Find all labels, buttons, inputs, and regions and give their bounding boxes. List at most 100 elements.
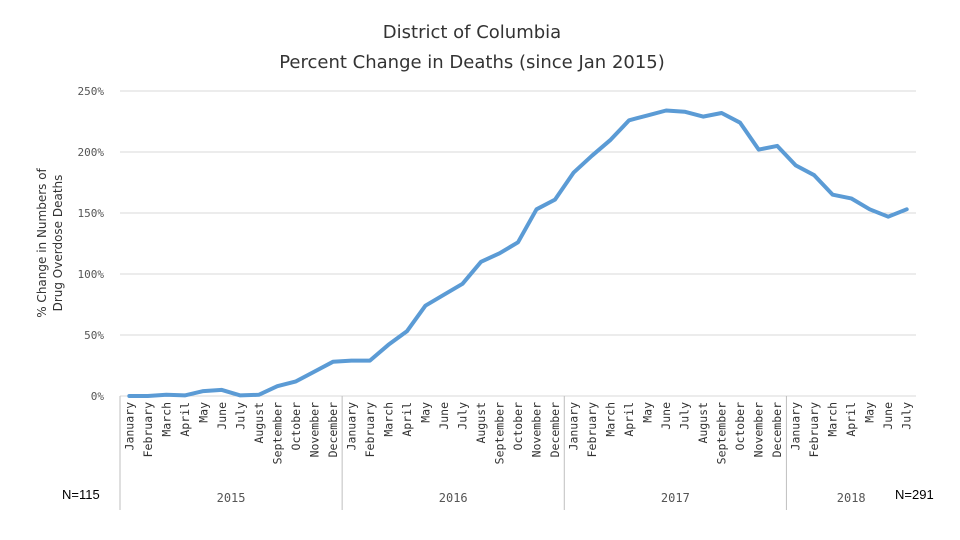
chart-title-line-2: Percent Change in Deaths (since Jan 2015… — [279, 52, 665, 73]
data-point — [702, 115, 705, 118]
x-tick-label: March — [159, 402, 173, 437]
x-tick-label: March — [381, 402, 395, 437]
start-count-annotation: N=115 — [62, 487, 100, 502]
x-tick-label: March — [604, 402, 618, 437]
data-point — [813, 174, 816, 177]
series-line — [127, 108, 909, 398]
data-point — [424, 304, 427, 307]
x-axis-year-labels: 2015 2016 2017 2018 — [217, 491, 866, 505]
data-point — [239, 394, 242, 397]
x-tick-label: July — [233, 402, 247, 430]
x-tick-label: June — [881, 402, 895, 430]
data-point — [165, 393, 168, 396]
data-point — [572, 171, 575, 174]
x-tick-label: November — [752, 402, 766, 457]
y-tick-label: 100% — [78, 268, 105, 281]
data-point — [350, 359, 353, 362]
y-tick-label: 0% — [91, 390, 105, 403]
x-tick-label: February — [585, 402, 599, 457]
data-point — [313, 370, 316, 373]
data-point — [609, 138, 612, 141]
x-tick-label: January — [122, 402, 136, 451]
x-tick-label: June — [215, 402, 229, 430]
x-tick-label: August — [252, 402, 266, 444]
year-label-2016: 2016 — [439, 491, 468, 505]
x-tick-label: April — [178, 402, 192, 437]
x-tick-label: May — [863, 402, 877, 423]
data-point — [868, 208, 871, 211]
x-tick-label: February — [141, 402, 155, 457]
x-tick-label: January — [344, 402, 358, 451]
data-point — [887, 215, 890, 218]
data-point — [202, 390, 205, 393]
x-axis-month-labels: January February March April May June July Augu… — [122, 402, 913, 464]
x-tick-label: September — [270, 402, 284, 464]
data-point — [628, 119, 631, 122]
x-tick-label: August — [696, 402, 710, 444]
data-point — [757, 148, 760, 151]
data-point — [591, 154, 594, 157]
x-tick-label: June — [437, 402, 451, 430]
x-tick-label: May — [641, 402, 655, 423]
x-tick-label: May — [196, 402, 210, 423]
data-point — [665, 109, 668, 112]
x-tick-label: December — [770, 402, 784, 457]
data-point — [387, 343, 390, 346]
year-label-2018: 2018 — [837, 491, 866, 505]
x-tick-label: September — [715, 402, 729, 464]
x-tick-label: July — [900, 402, 914, 430]
data-point — [720, 111, 723, 114]
data-point — [257, 393, 260, 396]
x-tick-label: November — [307, 402, 321, 457]
x-tick-label: February — [807, 402, 821, 457]
x-tick-label: April — [400, 402, 414, 437]
x-tick-label: April — [622, 402, 636, 437]
gridlines — [120, 90, 916, 397]
data-point — [461, 282, 464, 285]
y-tick-label: 200% — [78, 146, 105, 159]
y-axis-title-line-2: Drug Overdose Deaths — [51, 175, 65, 312]
x-tick-label: October — [733, 402, 747, 451]
x-tick-label: November — [530, 402, 544, 457]
data-point — [479, 260, 482, 263]
data-point — [831, 193, 834, 196]
data-point — [739, 121, 742, 124]
data-point — [183, 394, 186, 397]
data-point — [146, 395, 149, 398]
data-point — [368, 359, 371, 362]
y-tick-label: 150% — [78, 207, 105, 220]
y-axis-title: % Change in Numbers of Drug Overdose Dea… — [35, 167, 65, 317]
x-tick-label: July — [678, 402, 692, 430]
y-axis-ticks: 0% 50% 100% 150% 200% 250% — [78, 85, 105, 403]
x-tick-label: May — [418, 402, 432, 423]
x-tick-label: January — [567, 402, 581, 451]
data-point — [128, 395, 131, 398]
data-point — [517, 241, 520, 244]
data-point — [850, 197, 853, 200]
data-point — [535, 208, 538, 211]
data-point — [905, 208, 908, 211]
data-point — [794, 164, 797, 167]
year-separators — [119, 396, 787, 510]
data-point — [405, 330, 408, 333]
year-label-2017: 2017 — [661, 491, 690, 505]
data-point — [776, 144, 779, 147]
x-tick-label: December — [548, 402, 562, 457]
data-point — [220, 388, 223, 391]
x-tick-label: September — [492, 402, 506, 464]
x-tick-label: June — [659, 402, 673, 430]
y-tick-label: 250% — [78, 85, 105, 98]
data-point — [276, 385, 279, 388]
data-point — [646, 114, 649, 117]
x-tick-label: February — [363, 402, 377, 457]
x-tick-label: July — [455, 402, 469, 430]
year-label-2015: 2015 — [217, 491, 246, 505]
chart-title-line-1: District of Columbia — [383, 22, 561, 43]
data-point — [498, 252, 501, 255]
x-tick-label: October — [511, 402, 525, 451]
x-tick-label: August — [474, 402, 488, 444]
y-axis-title-line-1: % Change in Numbers of — [35, 167, 49, 317]
x-tick-label: March — [826, 402, 840, 437]
data-point — [442, 293, 445, 296]
